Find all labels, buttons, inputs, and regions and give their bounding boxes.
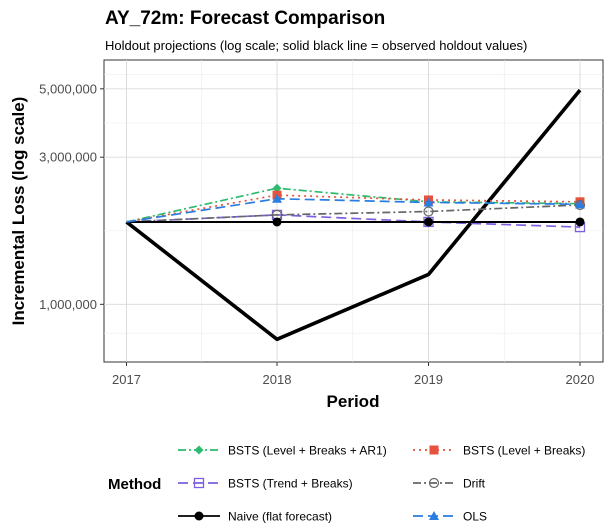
series-point xyxy=(575,199,585,209)
legend-entry: BSTS (Level + Breaks + AR1) xyxy=(178,444,387,458)
legend-entry: Drift xyxy=(413,477,486,491)
chart-title: AY_72m: Forecast Comparison xyxy=(105,8,385,29)
series-point xyxy=(423,206,434,217)
series-point xyxy=(575,217,585,227)
legend-entries: BSTS (Level + Breaks + AR1) BSTS (Level +… xyxy=(178,444,585,524)
series-line xyxy=(126,204,581,223)
observed-layer xyxy=(125,89,582,342)
legend-key-marker xyxy=(428,477,440,489)
series-line xyxy=(126,194,581,223)
legend-key-marker xyxy=(193,477,205,489)
series-line xyxy=(126,187,581,223)
series-line xyxy=(126,197,581,223)
series-point xyxy=(272,183,282,193)
legend-label: BSTS (Level + Breaks + AR1) xyxy=(228,444,387,458)
legend-key-marker xyxy=(194,445,204,455)
y-tick-label: 1,000,000 xyxy=(39,297,97,312)
x-axis-title: Period xyxy=(327,392,380,411)
legend-label: OLS xyxy=(463,510,487,524)
observed-holdout-line xyxy=(125,89,582,342)
series-point xyxy=(423,197,434,207)
legend-key-marker xyxy=(194,511,204,521)
legend-entry: OLS xyxy=(413,510,487,524)
legend-label: Naive (flat forecast) xyxy=(228,510,332,524)
legend-title: Method xyxy=(108,476,161,493)
y-tick-label: 5,000,000 xyxy=(39,81,97,96)
series-4 xyxy=(126,217,585,227)
y-tick-label: 3,000,000 xyxy=(39,150,97,165)
legend-entry: BSTS (Level + Breaks) xyxy=(413,444,585,458)
x-tick-label: 2017 xyxy=(112,372,141,387)
y-axis-title: Incremental Loss (log scale) xyxy=(9,97,28,326)
series-point xyxy=(272,217,282,227)
x-axis: 2017 2018 2019 2020 xyxy=(112,362,594,387)
legend-label: BSTS (Trend + Breaks) xyxy=(228,477,353,491)
legend-label: BSTS (Level + Breaks) xyxy=(463,444,585,458)
legend-label: Drift xyxy=(463,477,486,491)
series-point xyxy=(424,217,433,227)
series-point xyxy=(272,193,282,203)
series-5 xyxy=(126,193,585,223)
x-tick-label: 2018 xyxy=(263,372,292,387)
legend-key-marker xyxy=(429,511,439,520)
legend-entry: BSTS (Trend + Breaks) xyxy=(178,477,353,491)
series-layer xyxy=(126,183,586,233)
legend-key-marker xyxy=(429,445,439,455)
plot-panel xyxy=(103,59,604,363)
legend-entry: Naive (flat forecast) xyxy=(178,510,332,524)
y-axis: 1,000,000 3,000,000 5,000,000 xyxy=(39,81,104,312)
chart-subtitle: Holdout projections (log scale; solid bl… xyxy=(105,38,527,53)
grid-lines xyxy=(104,60,603,362)
x-tick-label: 2020 xyxy=(566,372,595,387)
legend: Method BSTS (Level + Breaks + AR1) BSTS (… xyxy=(108,444,585,524)
x-tick-label: 2019 xyxy=(414,372,443,387)
